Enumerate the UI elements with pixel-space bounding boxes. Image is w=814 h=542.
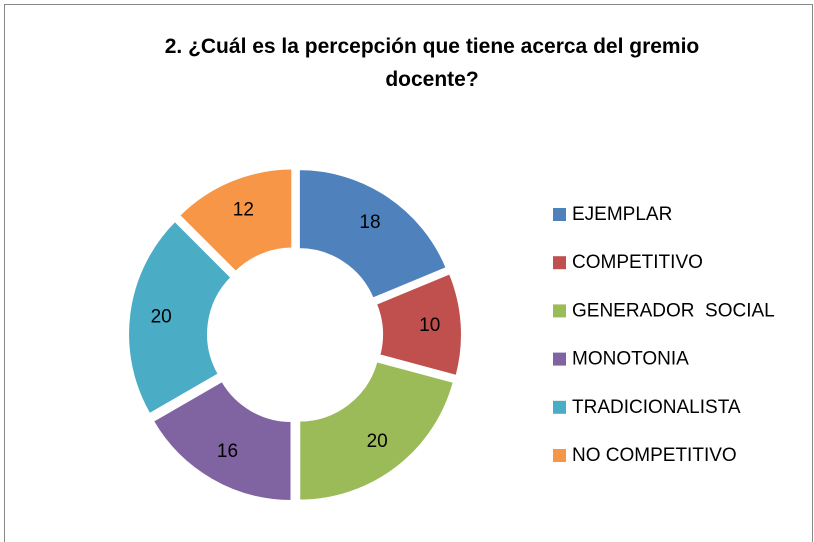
donut-segment: [298, 360, 456, 502]
data-label: 20: [151, 306, 172, 327]
data-label: 10: [419, 315, 440, 336]
legend-label: COMPETITIVO: [572, 252, 703, 273]
legend-label: EJEMPLAR: [572, 204, 672, 225]
legend-swatch: [553, 208, 566, 221]
legend-swatch: [553, 304, 566, 318]
legend-swatch: [553, 449, 566, 462]
legend-swatch: [553, 256, 566, 270]
frame: [4, 4, 813, 542]
donut-segment: [374, 272, 463, 378]
data-label: 16: [217, 441, 238, 462]
legend-label: GENERADOR SOCIAL: [572, 300, 775, 321]
legend-swatch: [553, 352, 566, 366]
legend-label: NO COMPETITIVO: [572, 445, 737, 466]
data-label: 18: [359, 212, 380, 233]
legend-label: MONOTONIA: [572, 349, 689, 370]
data-label: 20: [367, 431, 388, 452]
data-label: 12: [233, 199, 254, 220]
legend-swatch: [553, 400, 566, 414]
donut-segment: [177, 167, 294, 274]
donut-segment: [127, 219, 233, 416]
donut-segment: [297, 168, 449, 300]
chart-title: 2. ¿Cuál es la percepción que tiene acer…: [164, 35, 700, 91]
donut-segment: [151, 379, 293, 503]
legend-label: TRADICIONALISTA: [572, 397, 741, 418]
